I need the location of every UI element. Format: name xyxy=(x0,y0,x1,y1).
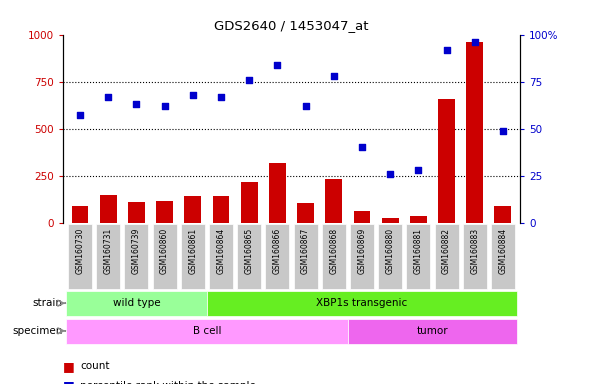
FancyBboxPatch shape xyxy=(181,224,205,289)
FancyBboxPatch shape xyxy=(463,224,487,289)
Point xyxy=(357,144,367,151)
FancyBboxPatch shape xyxy=(322,224,346,289)
Bar xyxy=(269,164,286,223)
Bar xyxy=(128,202,145,223)
Bar xyxy=(241,182,258,223)
FancyBboxPatch shape xyxy=(124,224,148,289)
Point xyxy=(470,39,480,45)
Point xyxy=(245,77,254,83)
Text: GSM160864: GSM160864 xyxy=(216,228,225,274)
FancyBboxPatch shape xyxy=(294,224,317,289)
FancyBboxPatch shape xyxy=(491,224,515,289)
FancyBboxPatch shape xyxy=(207,291,517,316)
Point xyxy=(160,103,169,109)
Bar xyxy=(297,203,314,223)
Point xyxy=(273,61,282,68)
FancyBboxPatch shape xyxy=(66,291,207,316)
Point xyxy=(132,101,141,107)
Text: GSM160731: GSM160731 xyxy=(104,228,113,274)
FancyBboxPatch shape xyxy=(66,319,348,344)
Point xyxy=(103,94,113,100)
Text: GSM160860: GSM160860 xyxy=(160,228,169,274)
Text: ■: ■ xyxy=(63,379,75,384)
Text: wild type: wild type xyxy=(112,298,160,308)
Bar xyxy=(325,179,342,223)
Text: GSM160881: GSM160881 xyxy=(414,228,423,274)
FancyBboxPatch shape xyxy=(406,224,430,289)
FancyBboxPatch shape xyxy=(435,224,459,289)
FancyBboxPatch shape xyxy=(153,224,177,289)
FancyBboxPatch shape xyxy=(378,224,402,289)
Bar xyxy=(495,206,511,223)
Point xyxy=(442,46,451,53)
Bar xyxy=(72,206,88,223)
Point xyxy=(75,113,85,119)
Text: strain: strain xyxy=(32,298,63,308)
Point xyxy=(329,73,338,79)
Text: GSM160865: GSM160865 xyxy=(245,228,254,274)
Point xyxy=(385,171,395,177)
Point xyxy=(413,167,423,173)
Text: tumor: tumor xyxy=(416,326,448,336)
Text: count: count xyxy=(80,361,109,371)
Text: GSM160730: GSM160730 xyxy=(76,228,85,275)
Text: GSM160866: GSM160866 xyxy=(273,228,282,274)
Bar xyxy=(410,216,427,223)
Bar xyxy=(438,99,455,223)
Text: GSM160861: GSM160861 xyxy=(188,228,197,274)
FancyBboxPatch shape xyxy=(96,224,120,289)
Point xyxy=(498,127,508,134)
Text: XBP1s transgenic: XBP1s transgenic xyxy=(316,298,407,308)
Text: GSM160869: GSM160869 xyxy=(358,228,367,274)
FancyBboxPatch shape xyxy=(348,319,517,344)
Text: GSM160882: GSM160882 xyxy=(442,228,451,274)
Bar xyxy=(466,42,483,223)
FancyBboxPatch shape xyxy=(266,224,289,289)
FancyBboxPatch shape xyxy=(350,224,374,289)
FancyBboxPatch shape xyxy=(209,224,233,289)
Text: GSM160868: GSM160868 xyxy=(329,228,338,274)
Point xyxy=(300,103,310,109)
Bar xyxy=(382,218,398,223)
Text: GSM160867: GSM160867 xyxy=(301,228,310,274)
Bar xyxy=(353,212,370,223)
Text: GSM160880: GSM160880 xyxy=(386,228,395,274)
Title: GDS2640 / 1453047_at: GDS2640 / 1453047_at xyxy=(214,19,369,32)
FancyBboxPatch shape xyxy=(68,224,92,289)
Point xyxy=(188,92,198,98)
Text: percentile rank within the sample: percentile rank within the sample xyxy=(80,381,256,384)
Text: B cell: B cell xyxy=(193,326,221,336)
Text: GSM160739: GSM160739 xyxy=(132,228,141,275)
Bar xyxy=(213,196,230,223)
Point xyxy=(216,94,226,100)
FancyBboxPatch shape xyxy=(237,224,261,289)
Text: GSM160884: GSM160884 xyxy=(498,228,507,274)
Text: ■: ■ xyxy=(63,360,75,373)
Text: specimen: specimen xyxy=(12,326,63,336)
Bar xyxy=(100,195,117,223)
Text: GSM160883: GSM160883 xyxy=(470,228,479,274)
Bar xyxy=(185,196,201,223)
Bar xyxy=(156,201,173,223)
